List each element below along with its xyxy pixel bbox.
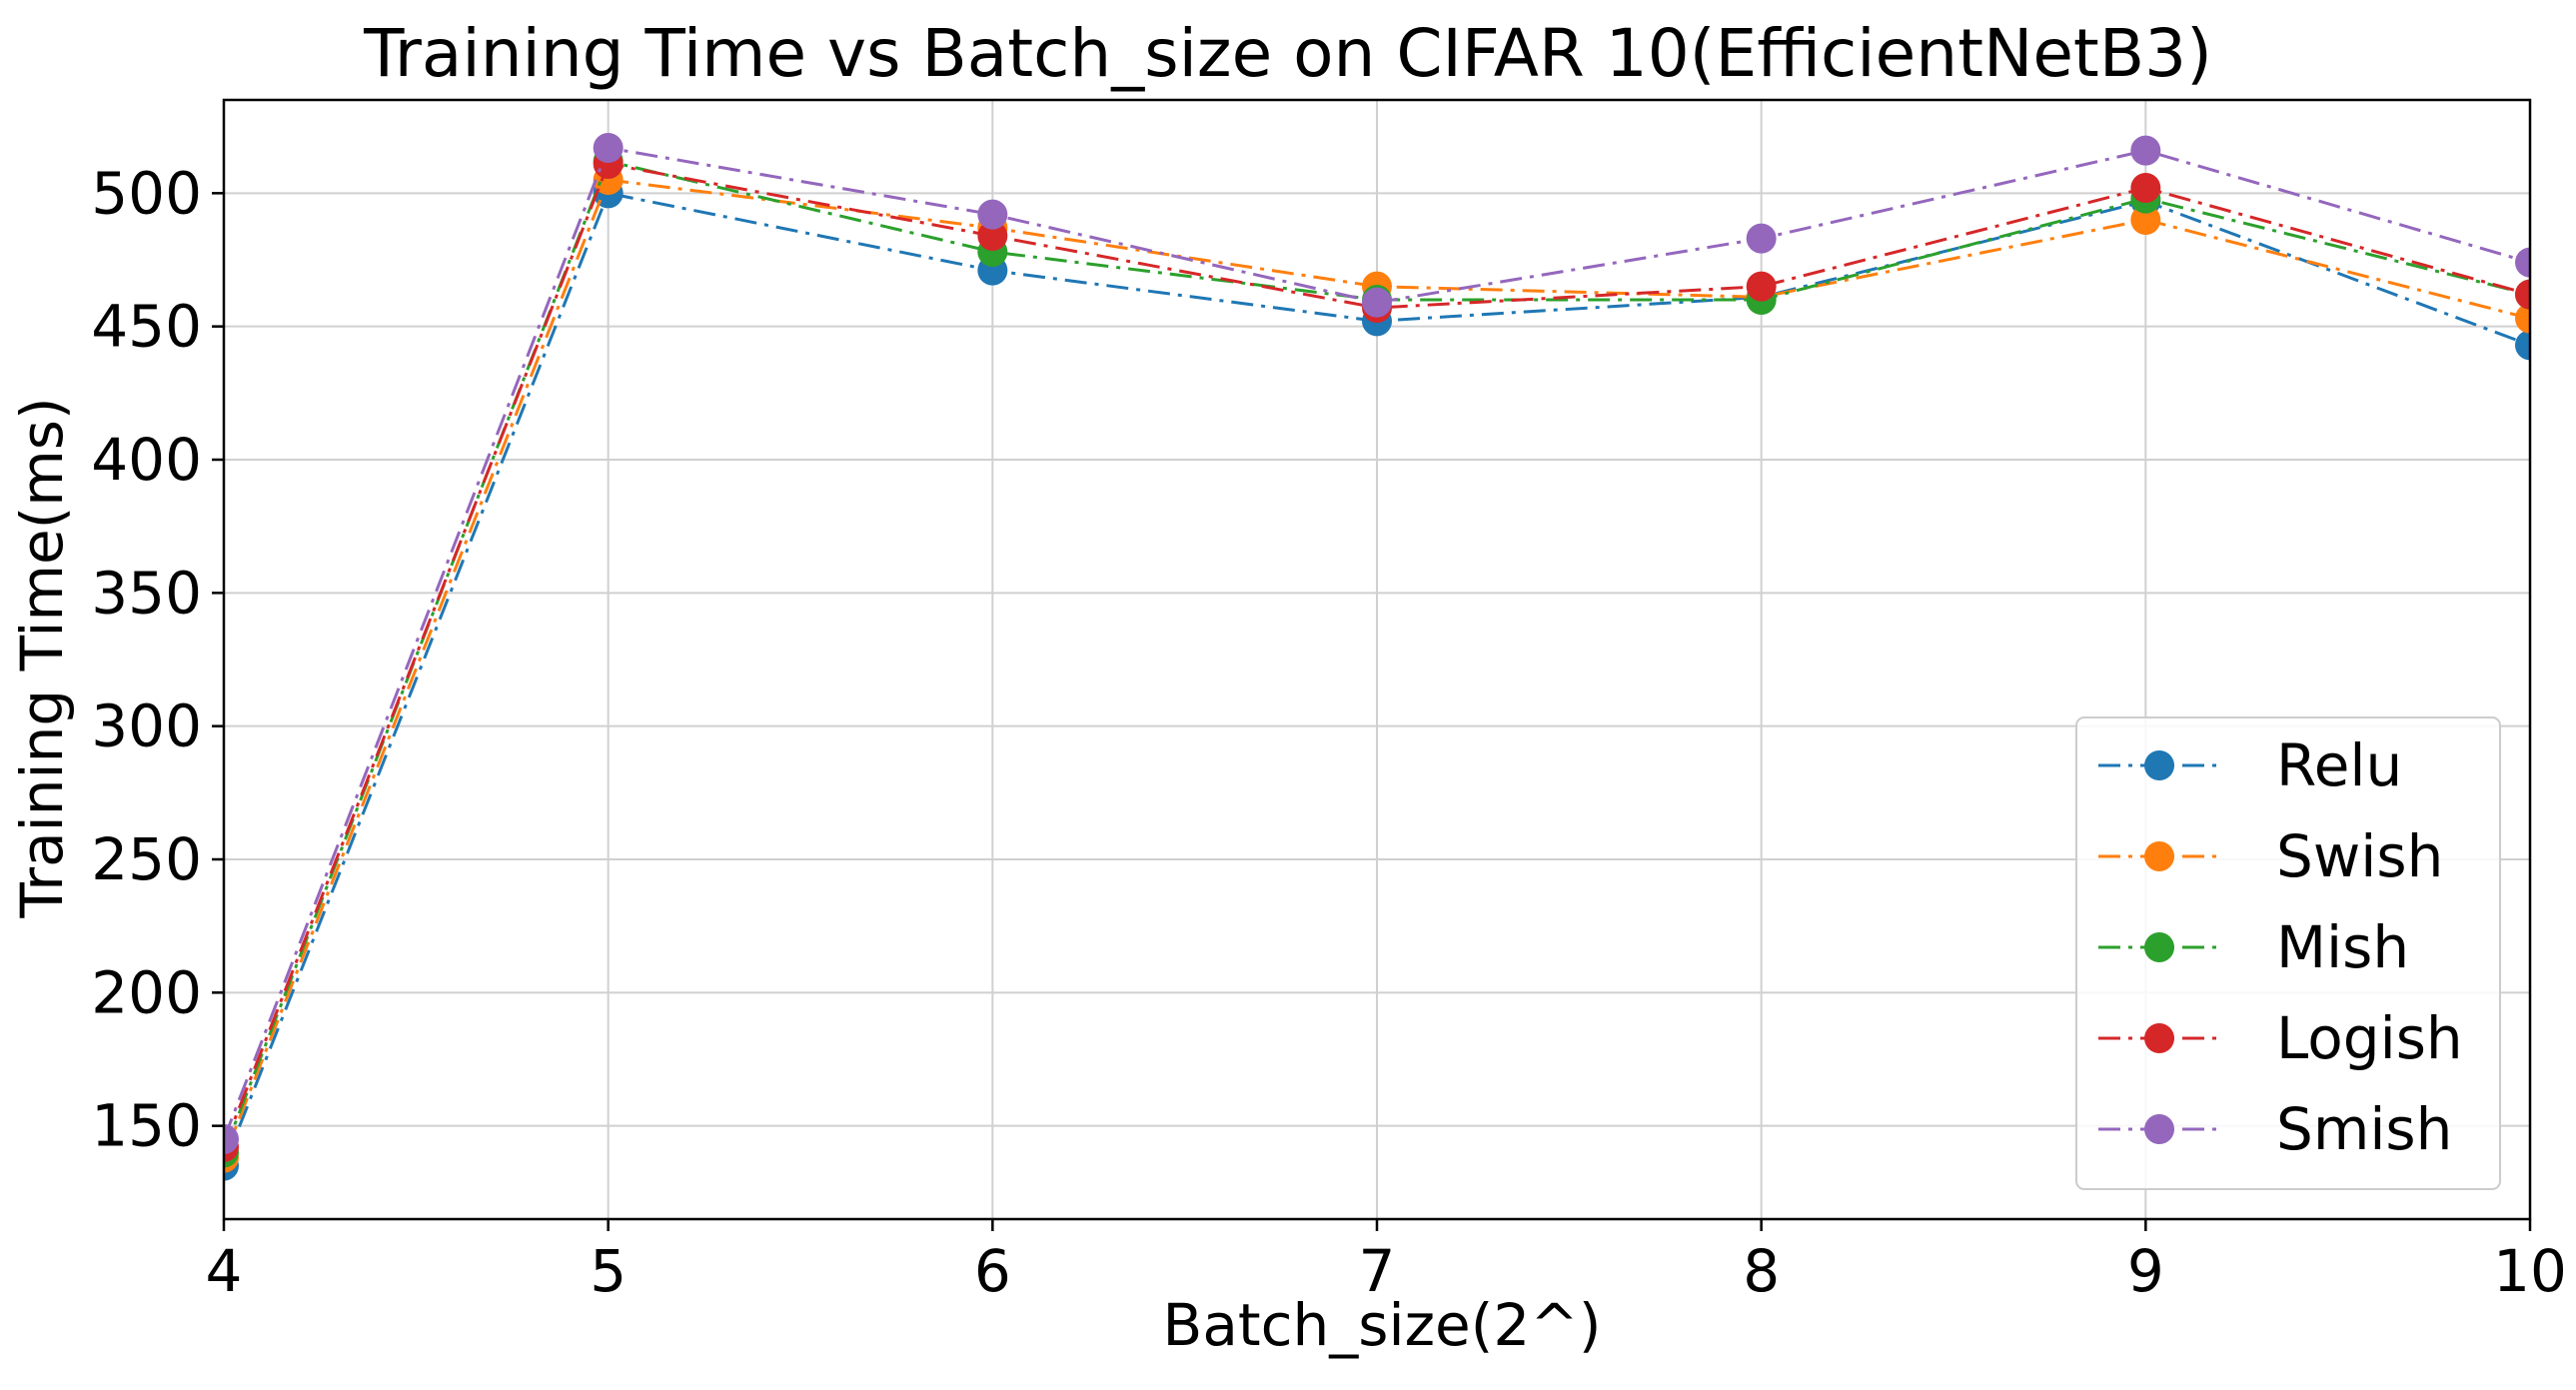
y-tick-label: 500 (91, 159, 202, 227)
data-point (977, 199, 1008, 230)
legend-label: Mish (2276, 913, 2409, 981)
y-tick-label: 350 (91, 559, 202, 627)
data-point (2130, 135, 2161, 166)
legend-box (2075, 716, 2501, 1190)
x-tick-label: 5 (590, 1237, 627, 1305)
x-tick-label: 10 (2493, 1237, 2567, 1305)
series-group (224, 133, 2530, 1181)
data-point (2515, 303, 2530, 334)
y-tick-label: 400 (91, 426, 202, 494)
data-point (593, 133, 624, 163)
tick-labels: 4 5 6 7 8 9 10 150 200 250 300 350 400 450 500 (91, 159, 2567, 1305)
legend-label: Swish (2276, 822, 2443, 890)
legend-marker (2144, 932, 2174, 962)
data-point (2515, 279, 2530, 310)
y-tick-label: 200 (91, 958, 202, 1026)
y-tick-label: 450 (91, 293, 202, 361)
data-point (2515, 330, 2530, 361)
legend: Relu Swish Mish Logish Smish (2075, 716, 2501, 1190)
data-point (977, 221, 1008, 251)
series-smish (224, 133, 2530, 1154)
legend-label: Smish (2276, 1095, 2452, 1163)
data-point (1362, 287, 1392, 318)
y-axis-label: Training Time(ms) (8, 397, 76, 918)
y-tick-label: 150 (91, 1092, 202, 1160)
x-tick-label: 4 (206, 1237, 243, 1305)
y-tick-label: 250 (91, 825, 202, 893)
x-tick-label: 6 (974, 1237, 1011, 1305)
legend-label: Logish (2276, 1004, 2463, 1072)
data-point (1746, 271, 1777, 302)
data-point (2515, 247, 2530, 278)
chart-title: Training Time vs Batch_size on CIFAR 10(… (363, 15, 2212, 92)
legend-marker (2144, 750, 2174, 780)
legend-marker (2144, 841, 2174, 871)
legend-marker (2144, 1114, 2174, 1144)
data-point (1746, 223, 1777, 254)
legend-label: Relu (2276, 731, 2402, 799)
data-point (224, 1124, 239, 1154)
legend-marker (2144, 1023, 2174, 1053)
data-point (2130, 173, 2161, 203)
x-axis-label: Batch_size(2^) (1163, 1291, 1602, 1359)
x-tick-label: 9 (2127, 1237, 2164, 1305)
x-tick-label: 8 (1743, 1237, 1780, 1305)
y-tick-label: 300 (91, 693, 202, 760)
data-point (2130, 205, 2161, 235)
x-tick-label: 7 (1359, 1237, 1396, 1305)
